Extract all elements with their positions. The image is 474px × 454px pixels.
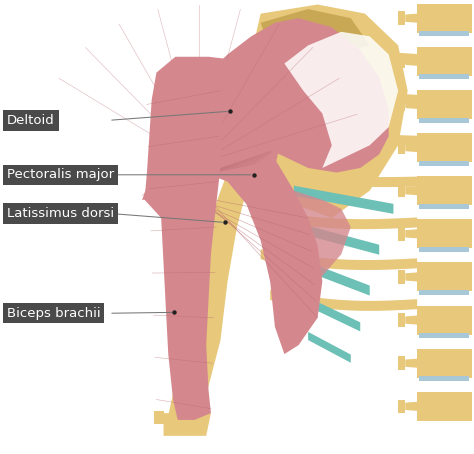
Polygon shape xyxy=(405,359,417,368)
Polygon shape xyxy=(294,186,393,214)
Polygon shape xyxy=(270,290,417,311)
Polygon shape xyxy=(145,57,228,420)
Polygon shape xyxy=(398,270,405,284)
Polygon shape xyxy=(419,74,469,79)
Polygon shape xyxy=(261,9,370,50)
Polygon shape xyxy=(185,413,211,436)
Polygon shape xyxy=(419,247,469,252)
Polygon shape xyxy=(288,96,337,149)
Polygon shape xyxy=(398,356,405,370)
Polygon shape xyxy=(251,208,417,229)
Polygon shape xyxy=(154,411,164,424)
Text: Biceps brachii: Biceps brachii xyxy=(7,307,101,320)
Polygon shape xyxy=(398,184,405,197)
Polygon shape xyxy=(405,100,417,109)
Polygon shape xyxy=(398,11,405,25)
Polygon shape xyxy=(405,316,417,325)
Polygon shape xyxy=(417,47,472,76)
Polygon shape xyxy=(398,141,405,154)
Polygon shape xyxy=(405,14,417,23)
Polygon shape xyxy=(419,376,469,381)
Text: Deltoid: Deltoid xyxy=(7,114,55,127)
Polygon shape xyxy=(142,18,389,200)
Text: Pectoralis major: Pectoralis major xyxy=(7,168,114,181)
Polygon shape xyxy=(164,413,197,436)
Polygon shape xyxy=(294,222,379,255)
Polygon shape xyxy=(417,176,472,205)
Polygon shape xyxy=(246,163,417,187)
Polygon shape xyxy=(398,54,405,68)
Polygon shape xyxy=(168,91,322,415)
Polygon shape xyxy=(251,5,408,218)
Polygon shape xyxy=(261,249,417,270)
Polygon shape xyxy=(417,392,472,421)
Polygon shape xyxy=(398,227,405,241)
Polygon shape xyxy=(405,402,417,411)
Polygon shape xyxy=(246,113,417,146)
Polygon shape xyxy=(142,109,280,200)
Polygon shape xyxy=(405,272,417,281)
Polygon shape xyxy=(308,332,351,363)
Polygon shape xyxy=(398,313,405,327)
Polygon shape xyxy=(265,27,417,64)
Polygon shape xyxy=(417,4,472,33)
Polygon shape xyxy=(419,204,469,209)
Polygon shape xyxy=(417,90,472,119)
Polygon shape xyxy=(405,186,417,195)
Polygon shape xyxy=(417,219,472,248)
Polygon shape xyxy=(284,32,398,173)
Polygon shape xyxy=(142,118,322,354)
Polygon shape xyxy=(398,98,405,111)
Polygon shape xyxy=(398,400,405,413)
Polygon shape xyxy=(417,349,472,378)
Polygon shape xyxy=(419,290,469,295)
Polygon shape xyxy=(303,295,360,331)
Polygon shape xyxy=(405,143,417,152)
Polygon shape xyxy=(405,229,417,238)
Polygon shape xyxy=(419,333,469,338)
Polygon shape xyxy=(419,31,469,36)
Polygon shape xyxy=(405,57,417,66)
Polygon shape xyxy=(419,161,469,166)
Polygon shape xyxy=(256,68,417,105)
Text: Latissimus dorsi: Latissimus dorsi xyxy=(7,207,114,220)
Polygon shape xyxy=(419,118,469,123)
Polygon shape xyxy=(417,262,472,291)
Polygon shape xyxy=(417,306,472,335)
Polygon shape xyxy=(417,133,472,162)
Polygon shape xyxy=(265,182,351,300)
Polygon shape xyxy=(299,258,370,296)
